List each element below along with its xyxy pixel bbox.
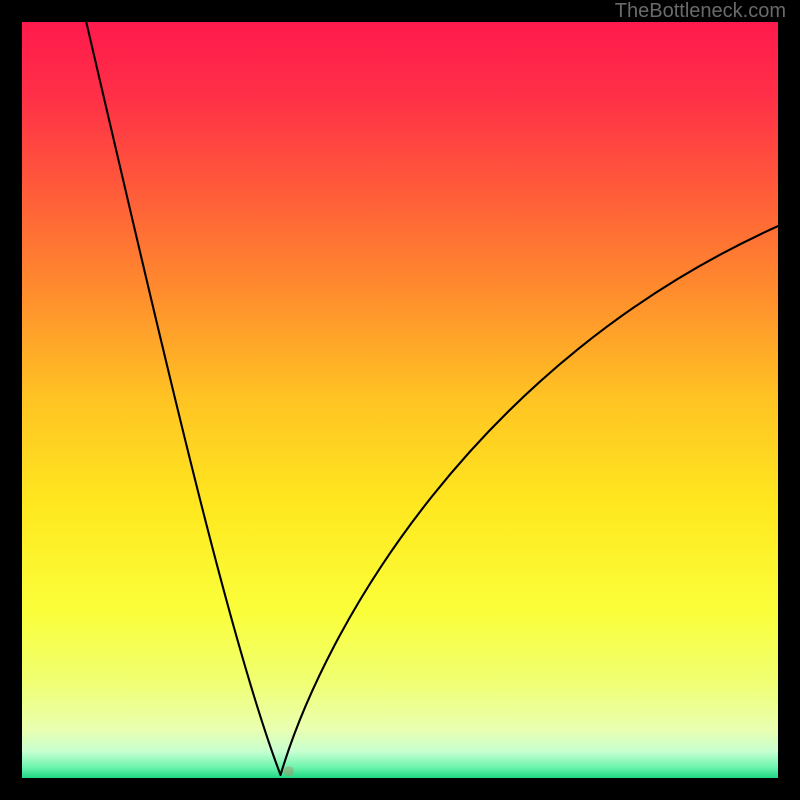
chart-plot-area	[22, 22, 778, 778]
chart-overlay-svg	[22, 22, 778, 778]
watermark-text: TheBottleneck.com	[615, 0, 786, 23]
optimum-marker	[284, 766, 294, 776]
bottleneck-curve	[86, 22, 778, 775]
chart-stage: TheBottleneck.com	[0, 0, 800, 800]
